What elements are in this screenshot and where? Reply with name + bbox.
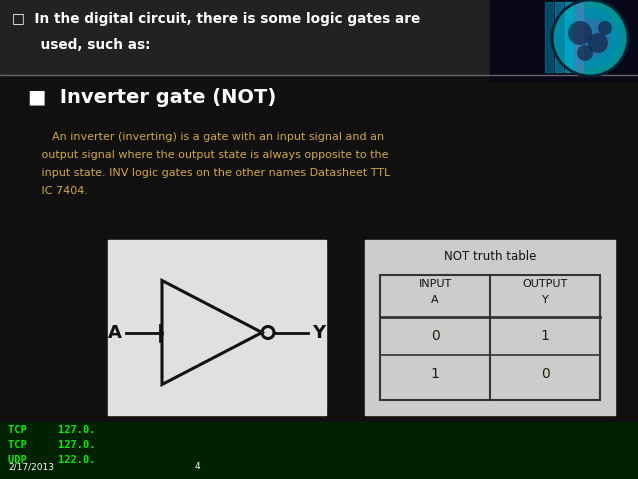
Text: Y: Y xyxy=(542,295,549,305)
Bar xyxy=(490,0,638,80)
Bar xyxy=(0,422,638,479)
Text: A: A xyxy=(431,295,439,305)
Text: 1: 1 xyxy=(431,367,440,381)
Circle shape xyxy=(577,45,593,61)
Text: 4: 4 xyxy=(195,462,200,471)
Text: TCP     127.0.: TCP 127.0. xyxy=(8,440,96,450)
Text: An inverter (inverting) is a gate with an input signal and an: An inverter (inverting) is a gate with a… xyxy=(10,132,384,142)
Text: INPUT: INPUT xyxy=(419,279,452,289)
Bar xyxy=(575,2,583,72)
Text: TCP     127.0.: TCP 127.0. xyxy=(8,425,96,435)
Bar xyxy=(0,0,638,75)
Text: NOT truth table: NOT truth table xyxy=(444,250,536,263)
Text: A: A xyxy=(108,323,122,342)
Bar xyxy=(108,240,326,415)
Bar xyxy=(365,240,615,415)
Text: 2/17/2013: 2/17/2013 xyxy=(8,462,54,471)
Circle shape xyxy=(552,0,628,76)
Text: output signal where the output state is always opposite to the: output signal where the output state is … xyxy=(10,150,389,160)
Text: 1: 1 xyxy=(540,329,549,343)
Bar xyxy=(565,2,573,72)
Text: used, such as:: used, such as: xyxy=(12,38,151,52)
Text: IC 7404.: IC 7404. xyxy=(10,186,88,196)
Text: ■  Inverter gate (NOT): ■ Inverter gate (NOT) xyxy=(28,88,276,107)
Circle shape xyxy=(560,8,620,68)
Text: OUTPUT: OUTPUT xyxy=(523,279,568,289)
Bar xyxy=(555,2,563,72)
Bar xyxy=(545,2,553,72)
Circle shape xyxy=(568,21,592,45)
Text: □  In the digital circuit, there is some logic gates are: □ In the digital circuit, there is some … xyxy=(12,12,420,26)
Circle shape xyxy=(598,21,612,35)
Circle shape xyxy=(570,18,610,58)
Text: input state. INV logic gates on the other names Datasheet TTL: input state. INV logic gates on the othe… xyxy=(10,168,390,178)
Text: Y: Y xyxy=(312,323,325,342)
Text: 0: 0 xyxy=(540,367,549,381)
Text: 0: 0 xyxy=(431,329,440,343)
Text: UDP     122.0.: UDP 122.0. xyxy=(8,455,96,465)
Circle shape xyxy=(588,33,608,53)
Bar xyxy=(380,275,600,400)
